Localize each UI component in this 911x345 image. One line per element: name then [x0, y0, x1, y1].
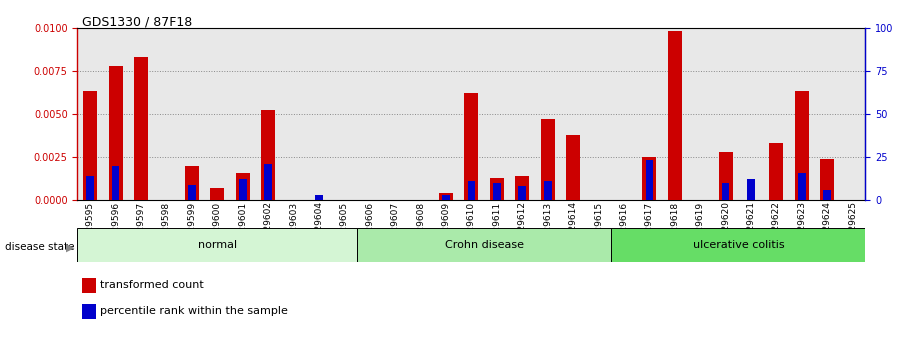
- Bar: [820, 159, 834, 200]
- Bar: [516, 176, 529, 200]
- Bar: [722, 183, 730, 200]
- Bar: [357, 228, 611, 262]
- Bar: [87, 176, 94, 200]
- Text: Crohn disease: Crohn disease: [445, 240, 524, 250]
- Bar: [77, 228, 357, 262]
- Bar: [646, 160, 653, 200]
- Bar: [185, 166, 199, 200]
- Bar: [108, 66, 123, 200]
- Bar: [134, 57, 148, 200]
- Bar: [467, 181, 476, 200]
- Text: disease state: disease state: [5, 242, 74, 252]
- Bar: [210, 188, 224, 200]
- Bar: [315, 195, 322, 200]
- Text: transformed count: transformed count: [100, 280, 204, 289]
- Bar: [541, 119, 555, 200]
- Text: normal: normal: [198, 240, 237, 250]
- Bar: [544, 181, 551, 200]
- Bar: [188, 185, 196, 200]
- Bar: [668, 31, 681, 200]
- Bar: [465, 93, 478, 200]
- Bar: [747, 179, 755, 200]
- Bar: [112, 166, 119, 200]
- Bar: [518, 186, 527, 200]
- Bar: [439, 193, 453, 200]
- Text: ▶: ▶: [66, 243, 74, 252]
- Bar: [770, 143, 783, 200]
- Text: percentile rank within the sample: percentile rank within the sample: [100, 306, 288, 315]
- Bar: [719, 152, 732, 200]
- Bar: [261, 110, 275, 200]
- Bar: [798, 172, 805, 200]
- Bar: [824, 190, 831, 200]
- Bar: [490, 178, 504, 200]
- Bar: [264, 164, 271, 200]
- Bar: [611, 228, 865, 262]
- Bar: [442, 195, 450, 200]
- Bar: [795, 91, 809, 200]
- Bar: [642, 157, 656, 200]
- Bar: [239, 179, 247, 200]
- Bar: [83, 91, 97, 200]
- Text: ulcerative colitis: ulcerative colitis: [692, 240, 784, 250]
- Bar: [493, 183, 501, 200]
- Bar: [566, 135, 580, 200]
- Text: GDS1330 / 87F18: GDS1330 / 87F18: [82, 16, 192, 29]
- Bar: [236, 172, 250, 200]
